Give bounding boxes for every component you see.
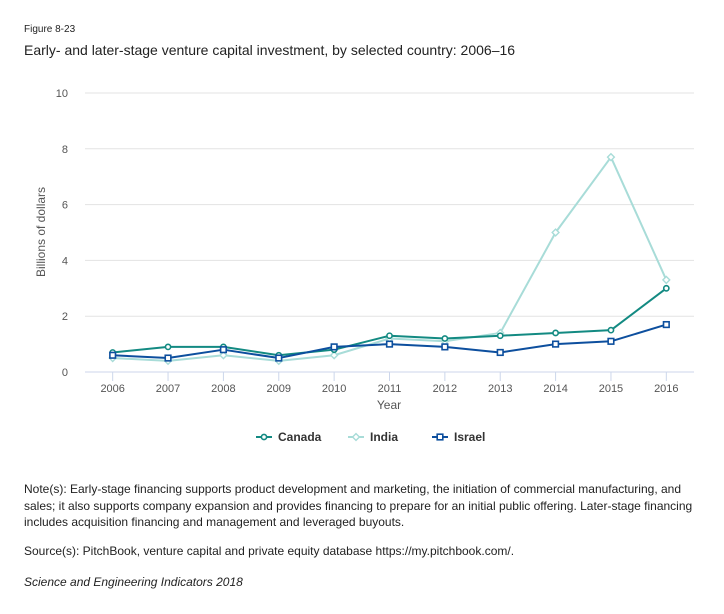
x-tick-label: 2006 bbox=[100, 383, 124, 395]
data-point bbox=[661, 275, 671, 285]
series-group bbox=[108, 152, 671, 366]
x-tick-label: 2008 bbox=[211, 383, 235, 395]
legend-marker bbox=[260, 433, 268, 441]
data-point bbox=[606, 152, 616, 162]
series-israel bbox=[109, 320, 670, 362]
x-axis-title: Year bbox=[377, 398, 401, 412]
notes: Note(s): Early-stage financing supports … bbox=[24, 482, 693, 529]
data-point bbox=[441, 343, 449, 351]
series-line-india bbox=[112, 156, 668, 362]
data-point bbox=[607, 326, 615, 334]
x-tick-label: 2015 bbox=[599, 383, 623, 395]
x-tick-label: 2014 bbox=[543, 383, 567, 395]
data-point bbox=[607, 337, 615, 345]
y-axis-title: Billions of dollars bbox=[34, 187, 48, 277]
data-point bbox=[330, 343, 338, 351]
grid-lines bbox=[85, 92, 694, 317]
data-point bbox=[496, 348, 504, 357]
x-tick-label: 2010 bbox=[322, 383, 346, 395]
legend-item-israel: Israel bbox=[432, 430, 485, 444]
y-tick-label: 4 bbox=[62, 255, 68, 267]
chart-title: Early- and later-stage venture capital i… bbox=[24, 42, 516, 58]
y-tick-label: 10 bbox=[56, 88, 68, 100]
series-canada bbox=[109, 284, 670, 359]
data-point bbox=[329, 350, 339, 360]
y-tick-label: 2 bbox=[62, 311, 68, 323]
legend-marker bbox=[436, 433, 444, 441]
legend: Canada India Israel bbox=[256, 430, 485, 444]
data-point bbox=[551, 228, 560, 237]
data-point bbox=[219, 346, 228, 354]
legend-marker bbox=[351, 432, 361, 442]
data-point bbox=[662, 320, 670, 329]
legend-item-india: India bbox=[348, 430, 398, 444]
legend-label: Canada bbox=[278, 430, 322, 444]
data-point bbox=[219, 350, 228, 360]
data-point bbox=[164, 343, 172, 351]
y-tick-label: 6 bbox=[62, 200, 68, 212]
y-tick-label: 0 bbox=[62, 367, 68, 379]
data-point bbox=[275, 354, 283, 362]
x-tick-label: 2011 bbox=[378, 383, 402, 395]
data-point bbox=[552, 329, 559, 337]
x-tick-label: 2016 bbox=[654, 383, 678, 395]
legend-item-canada: Canada bbox=[256, 430, 322, 444]
publication-credit: Science and Engineering Indicators 2018 bbox=[24, 575, 243, 589]
data-point bbox=[385, 340, 394, 348]
source: Source(s): PitchBook, venture capital an… bbox=[24, 544, 515, 558]
data-point bbox=[662, 284, 670, 292]
x-tick-label: 2007 bbox=[156, 383, 180, 395]
data-point bbox=[551, 340, 560, 348]
data-point bbox=[386, 332, 393, 340]
line-chart: 0 2 4 6 8 10 2006 2007 2008 2009 2010 2011 2012 2013… bbox=[34, 88, 694, 444]
legend-label: India bbox=[370, 430, 398, 444]
x-tick-label: 2009 bbox=[267, 383, 291, 395]
x-tick-label: 2013 bbox=[488, 383, 512, 395]
data-point bbox=[496, 332, 504, 340]
y-axis-ticks: 0 2 4 6 8 10 bbox=[56, 88, 68, 379]
legend-label: Israel bbox=[454, 430, 485, 444]
data-point bbox=[109, 351, 117, 359]
x-tick-label: 2012 bbox=[433, 383, 457, 395]
data-point bbox=[164, 354, 172, 362]
x-axis: 2006 2007 2008 2009 2010 2011 2012 2013 2014 2015… bbox=[85, 371, 694, 395]
figure-label: Figure 8-23 bbox=[24, 24, 76, 35]
y-tick-label: 8 bbox=[62, 144, 68, 156]
data-point bbox=[441, 335, 449, 342]
